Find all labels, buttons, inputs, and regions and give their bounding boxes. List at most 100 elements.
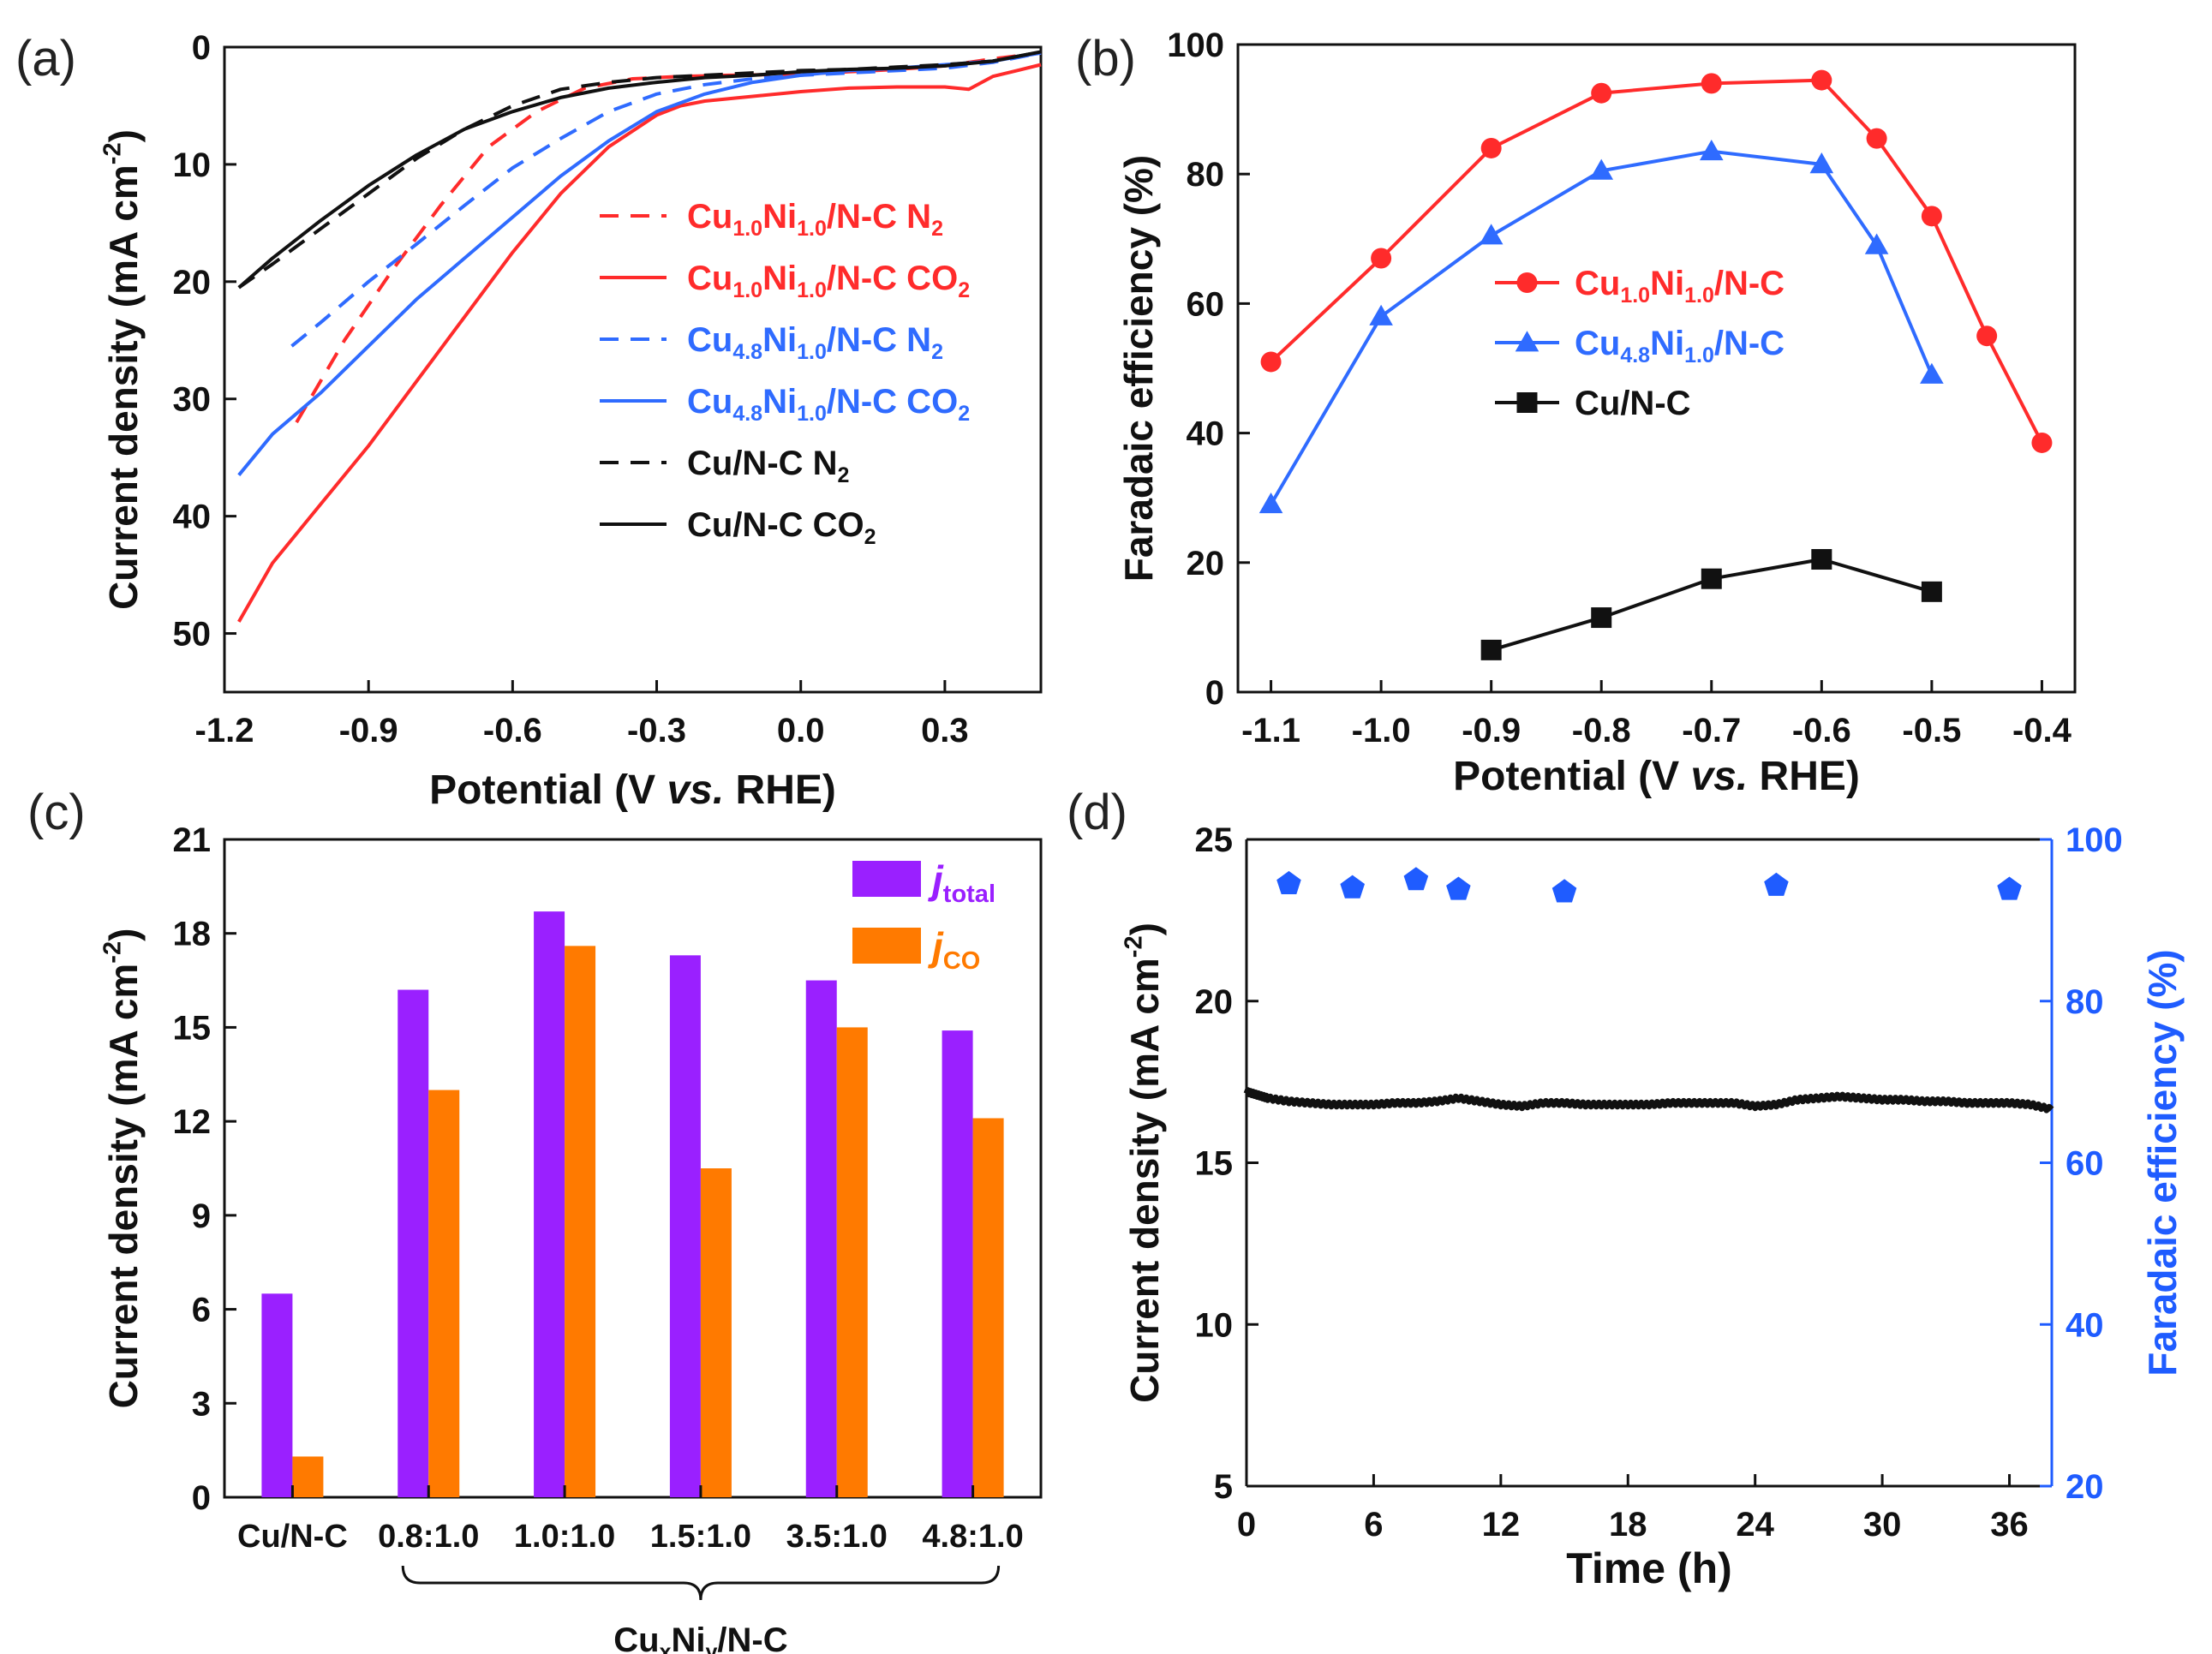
- panel-a-legend-label-part: Cu: [687, 383, 732, 421]
- panel-c-ytick-label: 21: [173, 821, 212, 859]
- panel-a-legend-label-part: 4.8: [732, 340, 762, 364]
- panel-a-legend-label-part: 1.0: [732, 278, 762, 302]
- panel-a-legend-label: Cu4.8Ni1.0/N-C N2: [687, 321, 943, 364]
- panel-b-point: [1371, 248, 1392, 269]
- panel-b-point: [1864, 233, 1889, 254]
- panel-c-bar: [972, 1118, 1004, 1497]
- panel-b-legend-label-part: 4.8: [1620, 343, 1650, 367]
- panel-d-xtick-label: 12: [1482, 1506, 1521, 1544]
- panel-b-xlabel-part: Potential (V: [1453, 754, 1690, 799]
- panel-b-legend-marker: [1515, 331, 1539, 352]
- panel-d-ytick-label: 15: [1195, 1145, 1234, 1183]
- panel-d-y2tick-label: 60: [2066, 1145, 2104, 1183]
- panel-a-ytick-label: 40: [173, 499, 212, 536]
- panel-a-legend-label: Cu/N-C N2: [687, 445, 849, 487]
- panel-c-legend-label-part: total: [943, 881, 995, 908]
- panel-c-bar: [805, 980, 837, 1497]
- panel-a-legend-label-part: 1.0: [732, 217, 762, 241]
- panel-c: (c) 0 3 6 9 12 15 18 21 Current density (mA cm-2…: [27, 785, 1043, 1654]
- panel-d-ytick-label: 25: [1195, 821, 1234, 859]
- panel-b-label: (b): [1075, 31, 1136, 87]
- panel-a-xtick-label: -0.3: [627, 712, 686, 749]
- panel-b-point: [1480, 137, 1502, 158]
- panel-b-legend-label-part: 1.0: [1684, 343, 1714, 367]
- panel-b-point: [1811, 549, 1832, 570]
- panel-c-ytick-label: 15: [173, 1009, 212, 1047]
- panel-d-ylabel-part: -2: [1121, 935, 1148, 958]
- panel-c-ytick-label: 6: [192, 1292, 211, 1329]
- panel-b-xtick-label: -0.6: [1792, 712, 1851, 749]
- panel-a-legend-label-part: 2: [864, 525, 876, 549]
- panel-a-legend-label-part: Ni: [762, 321, 797, 359]
- panel-a-legend-label-part: Cu/N-C N: [687, 445, 838, 482]
- panel-c-ytick-label: 0: [192, 1479, 211, 1517]
- panel-a-xtick-label: 0.0: [777, 712, 825, 749]
- panel-c-bar: [261, 1293, 293, 1497]
- panel-c-category-label: Cu/N-C: [237, 1519, 348, 1555]
- panel-c-axes-frame: [223, 838, 1043, 1499]
- panel-a-legend-label-part: Ni: [762, 383, 797, 421]
- panel-a-legend-label-part: 1.0: [797, 278, 827, 302]
- panel-b-point: [1591, 82, 1612, 104]
- panel-a-legend-label-part: Cu/N-C CO: [687, 506, 864, 544]
- panel-b-xtick-label: -1.1: [1241, 712, 1300, 749]
- panel-a-ytick-label: 20: [173, 264, 212, 302]
- panel-a-xtick-label: -0.9: [339, 712, 398, 749]
- panel-b-point: [1699, 139, 1724, 161]
- panel-d-y2tick-label: 80: [2066, 983, 2104, 1021]
- panel-d-y2tick-label: 40: [2066, 1306, 2104, 1344]
- panel-c-ylabel-part: ): [101, 929, 146, 941]
- panel-b-ytick-label: 80: [1187, 156, 1225, 194]
- panel-b-point: [1701, 73, 1722, 94]
- panel-d-y2tick-label: 100: [2066, 821, 2123, 859]
- panel-a-legend-label-part: Cu: [687, 198, 732, 236]
- panel-a-axes-frame: [223, 45, 1043, 694]
- panel-d-xtick-label: 0: [1237, 1506, 1256, 1544]
- panel-c-ytick-label: 3: [192, 1385, 211, 1423]
- panel-b-xlabel: Potential (V vs. RHE): [1453, 754, 1860, 799]
- panel-c-bar: [428, 1090, 460, 1497]
- panel-d-fe-point: [1764, 872, 1789, 896]
- panel-b-point: [1921, 581, 1942, 602]
- panel-b-legend-label-part: Ni: [1650, 265, 1684, 302]
- panel-b-point: [1479, 224, 1504, 245]
- panel-c-group-label-part: /N-C: [717, 1621, 787, 1654]
- panel-b-point: [1260, 351, 1282, 373]
- panel-b-point: [1589, 158, 1614, 180]
- panel-b-axes-frame: [1236, 43, 2077, 694]
- panel-c-ylabel-part: -2: [99, 941, 127, 964]
- panel-b-xtick-label: -0.4: [2012, 712, 2072, 749]
- panel-a-legend-label-part: /N-C CO: [827, 383, 958, 421]
- panel-d-label: (d): [1067, 785, 1127, 840]
- panel-b-legend-label-part: Ni: [1650, 325, 1684, 362]
- panel-b-ytick-label: 0: [1205, 674, 1224, 712]
- panel-d-xtick-label: 24: [1736, 1506, 1774, 1544]
- panel-a-legend-label-part: /N-C N: [827, 321, 931, 359]
- panel-a-xtick-label: -0.6: [483, 712, 542, 749]
- panel-c-category-label: 1.0:1.0: [514, 1519, 615, 1555]
- panel-a-series-line: [290, 51, 1042, 348]
- panel-b-ytick-label: 100: [1167, 27, 1224, 64]
- panel-d-xtick-label: 6: [1364, 1506, 1383, 1544]
- panel-a-legend-label: Cu/N-C CO2: [687, 506, 876, 549]
- panel-a-legend-label-part: 1.0: [797, 402, 827, 426]
- panel-a-xlabel-part: vs.: [667, 767, 724, 813]
- panel-c-legend-label-part: CO: [943, 947, 981, 975]
- panel-a-xlabel-part: RHE): [724, 767, 836, 813]
- panel-a-ylabel-part: Current density (mA cm: [101, 164, 146, 610]
- panel-a-xtick-label: 0.3: [921, 712, 969, 749]
- panel-b-point: [1480, 639, 1502, 660]
- panel-b-xlabel-part: vs.: [1690, 754, 1748, 799]
- panel-b-xlabel-part: RHE): [1748, 754, 1860, 799]
- panel-d-fe-point: [1276, 870, 1301, 894]
- panel-a-legend-label-part: 1.0: [797, 340, 827, 364]
- panel-c-category-label: 4.8:1.0: [922, 1519, 1023, 1555]
- panel-a-legend-label-part: Cu: [687, 321, 732, 359]
- panel-c-group-label-part: Ni: [671, 1621, 705, 1654]
- panel-d-ylabel-part: Current density (mA cm: [1122, 958, 1167, 1403]
- panel-c-bar: [942, 1030, 973, 1497]
- panel-a-ylabel: Current density (mA cm-2): [99, 129, 146, 610]
- panel-a-series-line: [237, 50, 1042, 290]
- panel-d-xtick-label: 30: [1863, 1506, 1902, 1544]
